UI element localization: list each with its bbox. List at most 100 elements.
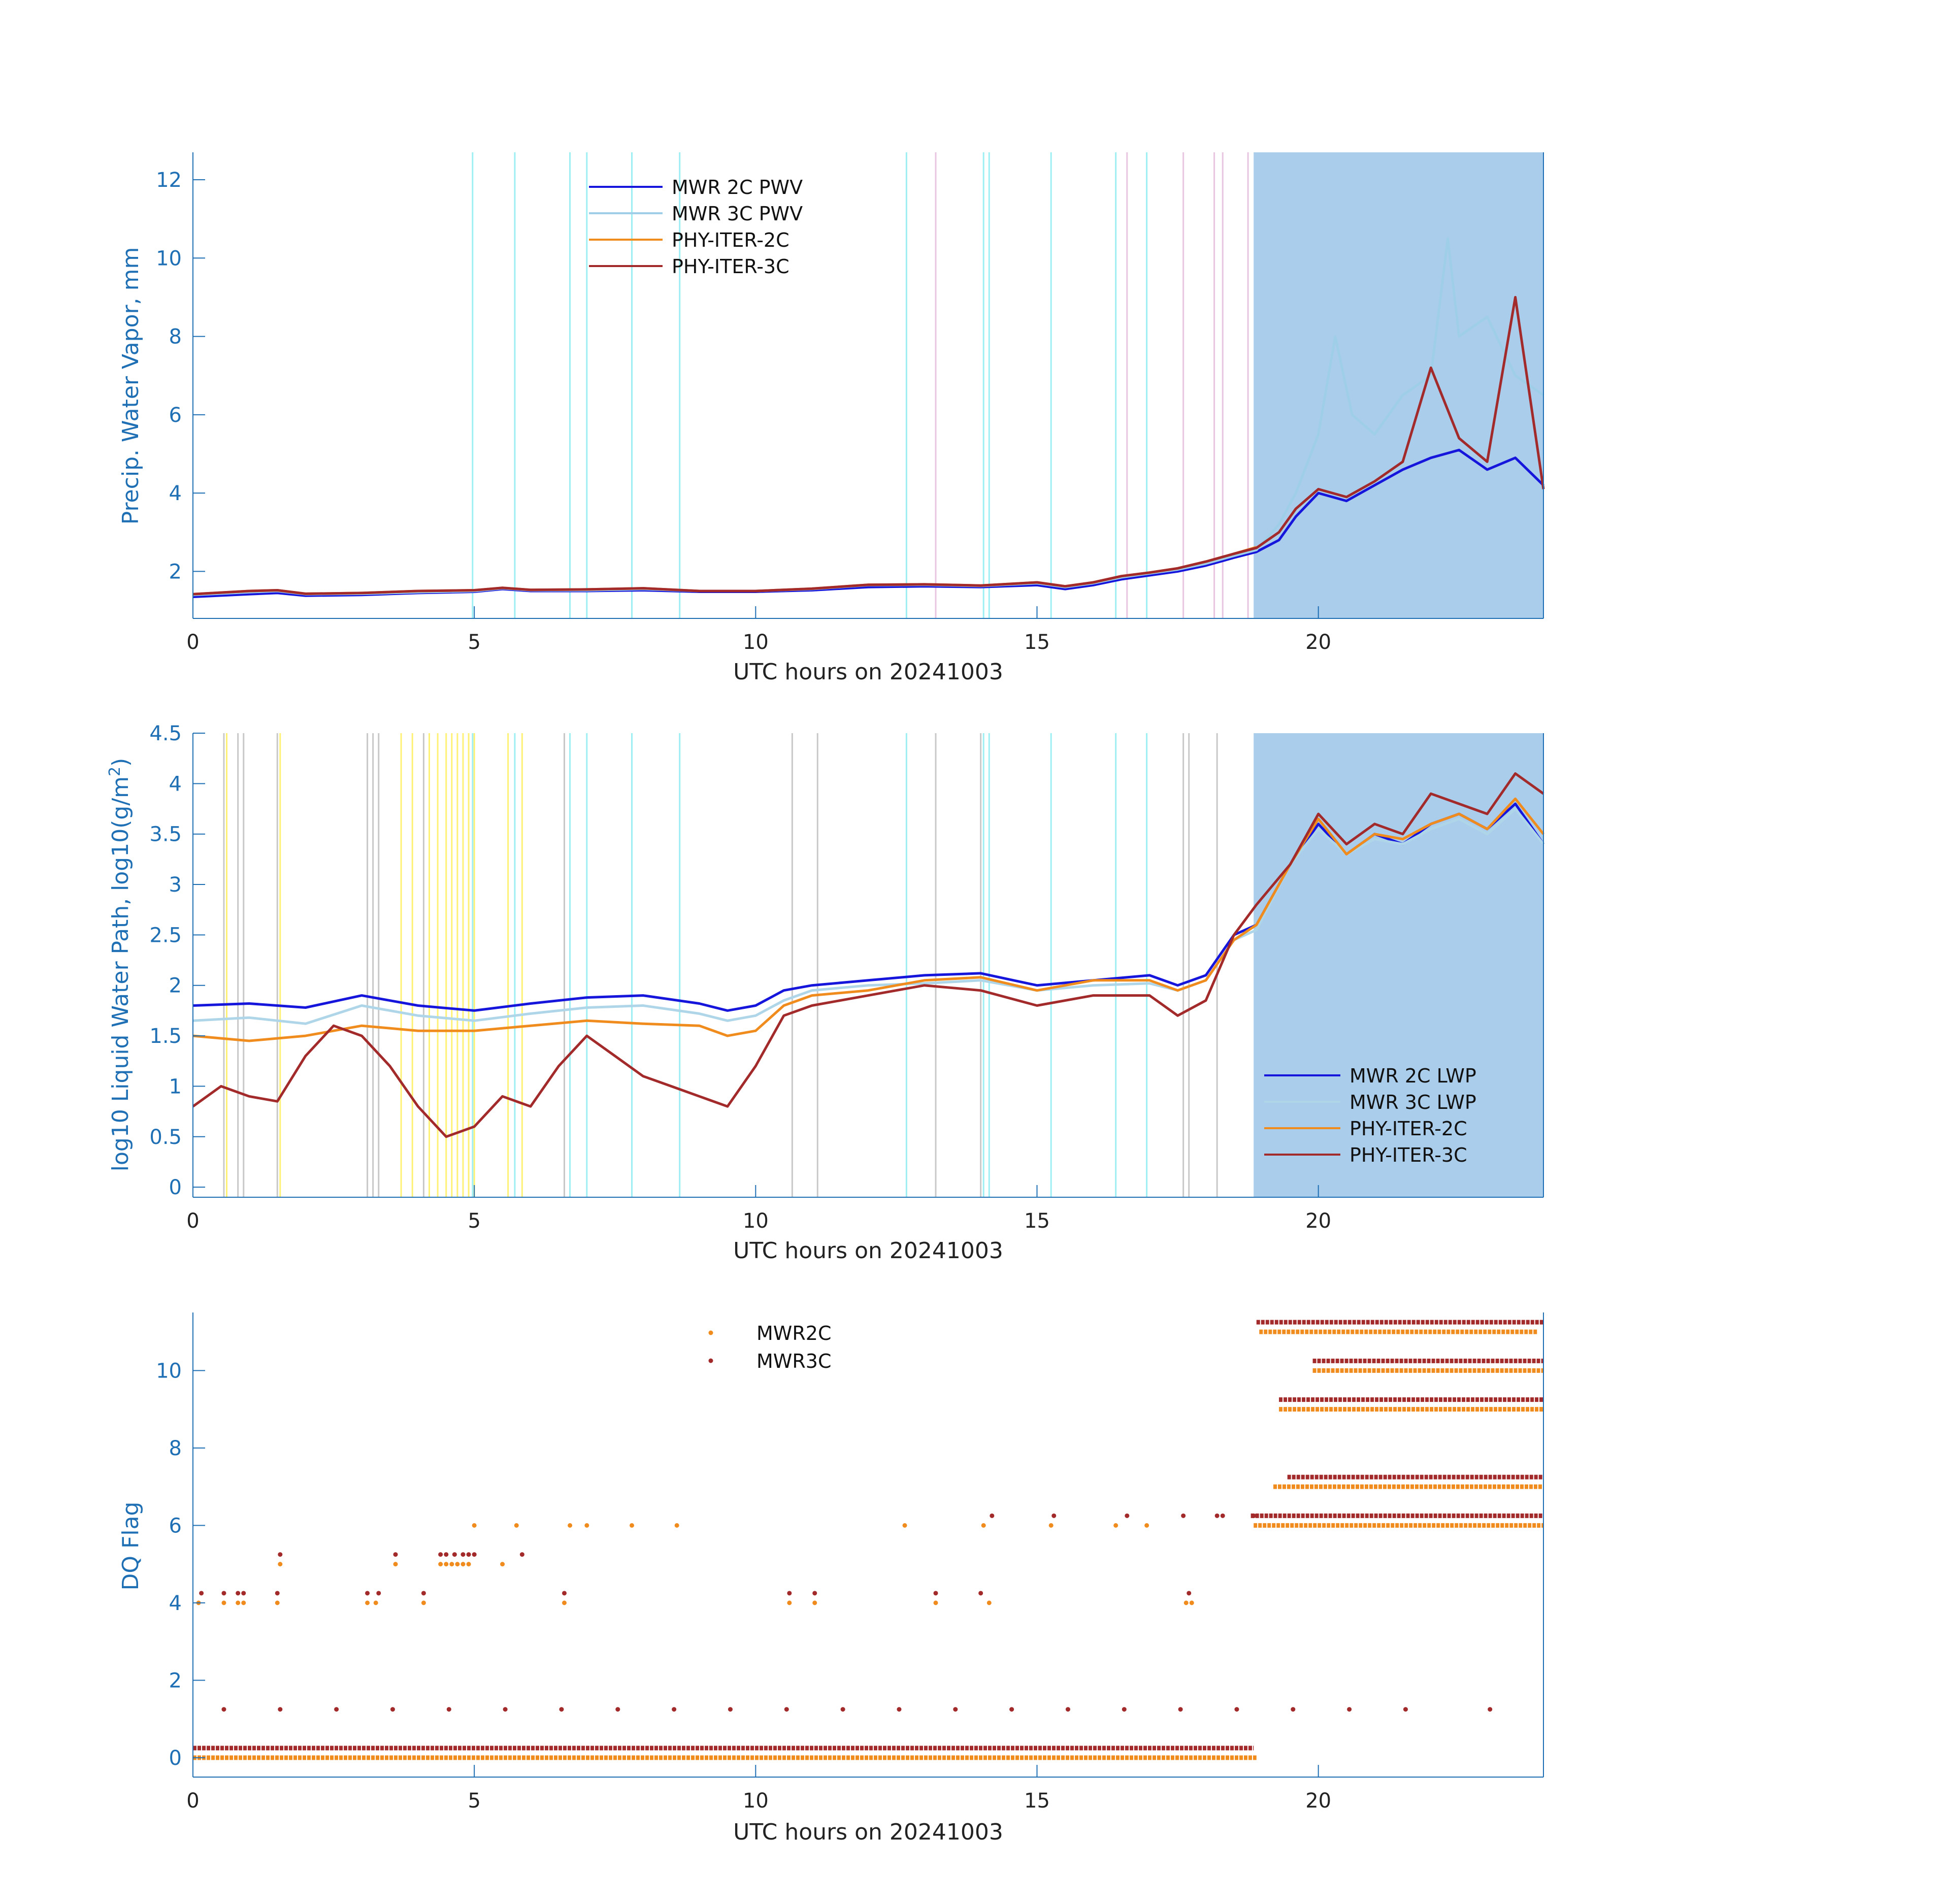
y-tick-label: 4 (169, 1592, 182, 1615)
legend-label: MWR 3C LWP (1349, 1091, 1476, 1113)
y-tick-label: 2 (169, 1669, 182, 1692)
legend-label: PHY-ITER-2C (672, 229, 789, 251)
y-tick-label: 10 (156, 247, 182, 270)
flag-point (674, 1523, 679, 1528)
flag-point (787, 1591, 792, 1596)
x-tick-label: 5 (468, 631, 480, 654)
flag-point (953, 1707, 958, 1712)
x-tick-label: 20 (1305, 1209, 1331, 1233)
y-tick-label: 0 (169, 1176, 182, 1199)
flag-point (1234, 1707, 1239, 1712)
flag-point (393, 1552, 398, 1557)
flag-point (446, 1707, 451, 1712)
flag-point (933, 1600, 938, 1605)
panel-dq-flag: 0 5 10 15 20 0 2 4 6 8 10 UTC hours on 20241003 DQ… (118, 1312, 1544, 1845)
flag-point (503, 1707, 508, 1712)
flag-point (466, 1562, 471, 1567)
flag-point (438, 1562, 443, 1567)
x-tick-label: 10 (743, 631, 769, 654)
flag-point (1187, 1591, 1192, 1596)
flag-point (1144, 1523, 1149, 1528)
y-tick-label: 4 (169, 772, 182, 796)
flag-point (1125, 1513, 1130, 1518)
y-tick-label: 0.5 (149, 1126, 182, 1149)
flag-point (221, 1707, 226, 1712)
flag-point (514, 1523, 519, 1528)
flag-point (1220, 1513, 1225, 1518)
legend-swatch (708, 1358, 713, 1363)
flag-point (365, 1600, 370, 1605)
y-tick-label: 2.5 (149, 924, 182, 947)
flag-point (978, 1591, 983, 1596)
panel-pwv: 0 5 10 15 20 2 4 6 8 10 12 UTC hours on 20241003 P… (118, 152, 1545, 685)
flag-point (278, 1562, 283, 1567)
flag-point (199, 1591, 204, 1596)
flag-point (1113, 1523, 1118, 1528)
flag-point (1051, 1513, 1057, 1518)
legend-swatch (708, 1330, 713, 1335)
series-line-1 (192, 807, 1544, 1025)
x-tick-label: 20 (1305, 631, 1331, 654)
series-line-3 (192, 296, 1545, 596)
flag-point (452, 1552, 457, 1557)
flag-point (1214, 1513, 1220, 1518)
x-tick-label: 20 (1305, 1789, 1331, 1813)
flag-point (933, 1591, 938, 1596)
y-tick-label: 1 (169, 1075, 182, 1098)
series-line-2 (192, 797, 1544, 1042)
y-tick-label: 3.5 (149, 823, 182, 846)
x-tick-label: 5 (468, 1209, 480, 1233)
flag-point (1403, 1707, 1408, 1712)
flag-point (241, 1600, 246, 1605)
flag-point (584, 1523, 589, 1528)
flag-point (519, 1552, 524, 1557)
flag-point (1181, 1513, 1186, 1518)
x-tick-label: 0 (186, 631, 199, 654)
flag-point (812, 1591, 817, 1596)
flag-point (421, 1600, 426, 1605)
p0-legend: MWR 2C PWV MWR 3C PWV PHY-ITER-2C PHY-ITER-… (589, 176, 803, 278)
y-tick-label: 2 (169, 560, 182, 583)
flag-point (221, 1591, 226, 1596)
p1-xlabel: UTC hours on 20241003 (733, 1238, 1003, 1264)
legend-label: MWR2C (756, 1322, 831, 1344)
flag-point (455, 1562, 460, 1567)
y-tick-label: 8 (169, 1437, 182, 1460)
shaded-region (1254, 152, 1543, 618)
shaded-region (1254, 733, 1543, 1197)
x-tick-label: 10 (743, 1209, 769, 1233)
p1-ylabel-sup: 2 (106, 767, 124, 776)
y-tick-label: 12 (156, 169, 182, 192)
x-tick-label: 10 (743, 1789, 769, 1813)
p2-legend: MWR2C MWR3C (708, 1322, 831, 1372)
flag-point (1178, 1707, 1183, 1712)
p1-ylabel-end: ) (108, 758, 134, 767)
flag-point (990, 1513, 995, 1518)
y-tick-label: 6 (169, 1514, 182, 1537)
y-tick-label: 0 (169, 1747, 182, 1770)
y-tick-label: 3 (169, 873, 182, 897)
p0-ylabel: Precip. Water Vapor, mm (118, 247, 144, 525)
flag-point (1251, 1513, 1256, 1518)
legend-label: MWR3C (756, 1350, 831, 1372)
p2-xlabel: UTC hours on 20241003 (733, 1819, 1003, 1845)
flag-point (1183, 1600, 1189, 1605)
p1-legend: MWR 2C LWP MWR 3C LWP PHY-ITER-2C PHY-ITER-… (1264, 1065, 1476, 1166)
flag-point (1048, 1523, 1054, 1528)
x-tick-label: 15 (1024, 631, 1050, 654)
flag-point (236, 1600, 241, 1605)
y-tick-label: 2 (169, 974, 182, 998)
flag-point (472, 1523, 477, 1528)
flag-point (902, 1523, 907, 1528)
legend-label: PHY-ITER-3C (672, 255, 789, 278)
flag-point (559, 1707, 564, 1712)
y-tick-label: 6 (169, 404, 182, 427)
flag-point (1291, 1707, 1296, 1712)
flag-point (986, 1600, 992, 1605)
flag-point (421, 1591, 426, 1596)
flag-point (897, 1707, 902, 1712)
flag-point (241, 1591, 246, 1596)
flag-point (278, 1707, 283, 1712)
p2-ylabel: DQ Flag (118, 1502, 144, 1591)
